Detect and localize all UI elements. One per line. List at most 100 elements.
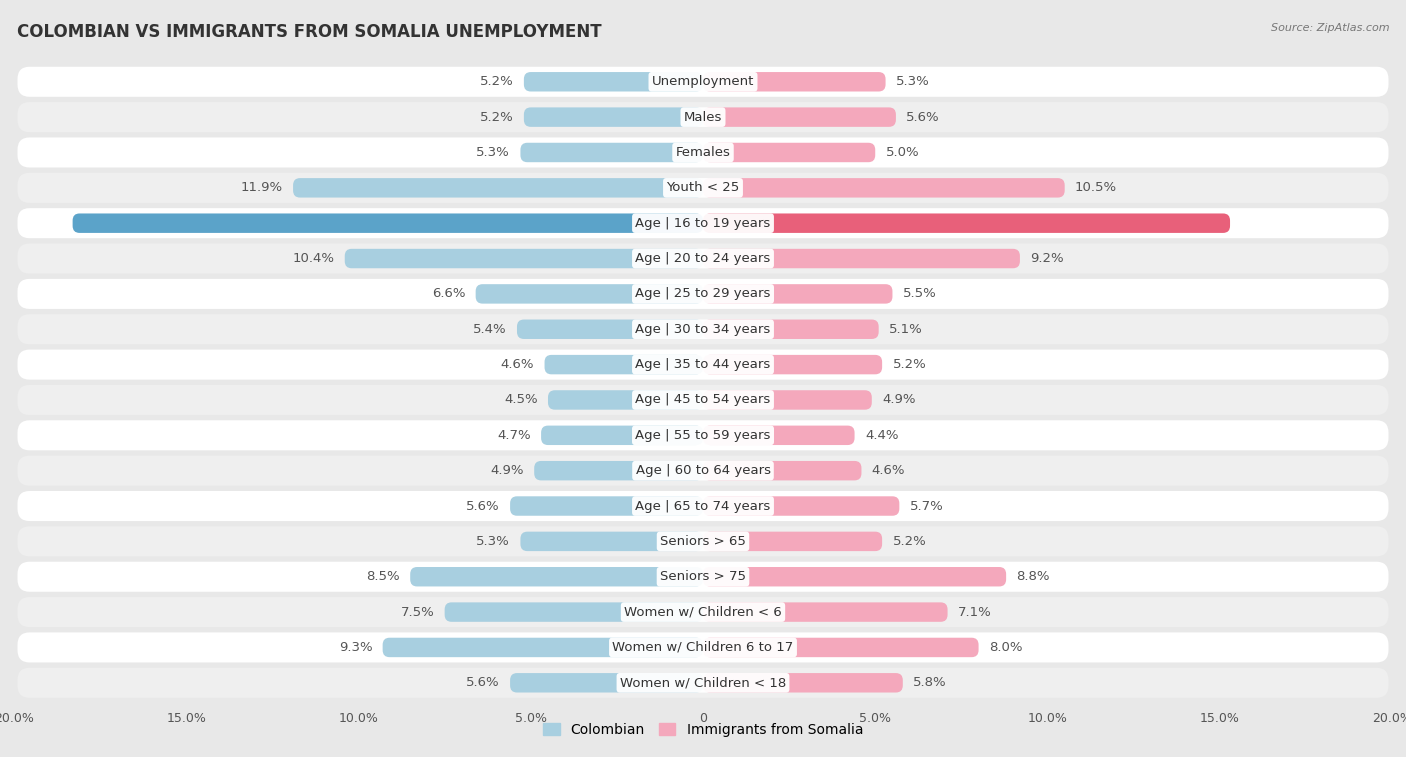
FancyBboxPatch shape [703,213,1230,233]
FancyBboxPatch shape [411,567,703,587]
Text: 4.7%: 4.7% [498,428,531,442]
FancyBboxPatch shape [544,355,703,374]
Text: Women w/ Children < 18: Women w/ Children < 18 [620,676,786,690]
FancyBboxPatch shape [703,143,875,162]
Text: Youth < 25: Youth < 25 [666,182,740,195]
Text: 5.6%: 5.6% [907,111,939,123]
Text: Seniors > 65: Seniors > 65 [659,535,747,548]
FancyBboxPatch shape [703,531,882,551]
FancyBboxPatch shape [703,355,882,374]
Text: 5.3%: 5.3% [477,535,510,548]
Text: 5.1%: 5.1% [889,322,922,336]
FancyBboxPatch shape [17,632,1389,662]
Text: 9.3%: 9.3% [339,641,373,654]
FancyBboxPatch shape [292,178,703,198]
FancyBboxPatch shape [382,637,703,657]
FancyBboxPatch shape [703,249,1019,268]
Text: 5.5%: 5.5% [903,288,936,301]
FancyBboxPatch shape [703,391,872,410]
FancyBboxPatch shape [703,673,903,693]
Text: Age | 35 to 44 years: Age | 35 to 44 years [636,358,770,371]
Text: 5.3%: 5.3% [896,75,929,89]
FancyBboxPatch shape [703,107,896,127]
FancyBboxPatch shape [703,425,855,445]
FancyBboxPatch shape [17,173,1389,203]
Text: 8.0%: 8.0% [988,641,1022,654]
FancyBboxPatch shape [344,249,703,268]
Text: 5.2%: 5.2% [479,75,513,89]
FancyBboxPatch shape [444,603,703,621]
Text: Age | 45 to 54 years: Age | 45 to 54 years [636,394,770,407]
FancyBboxPatch shape [17,597,1389,627]
FancyBboxPatch shape [703,461,862,481]
Text: Age | 25 to 29 years: Age | 25 to 29 years [636,288,770,301]
Text: 5.3%: 5.3% [477,146,510,159]
Text: 5.6%: 5.6% [467,500,499,512]
FancyBboxPatch shape [534,461,703,481]
Text: 4.6%: 4.6% [872,464,905,477]
Text: Seniors > 75: Seniors > 75 [659,570,747,583]
Text: 7.5%: 7.5% [401,606,434,618]
FancyBboxPatch shape [17,208,1389,238]
Text: 15.3%: 15.3% [1240,217,1282,229]
Text: 11.9%: 11.9% [240,182,283,195]
FancyBboxPatch shape [17,562,1389,592]
Text: 10.4%: 10.4% [292,252,335,265]
Text: Women w/ Children < 6: Women w/ Children < 6 [624,606,782,618]
Text: Age | 16 to 19 years: Age | 16 to 19 years [636,217,770,229]
FancyBboxPatch shape [17,668,1389,698]
FancyBboxPatch shape [703,284,893,304]
Legend: Colombian, Immigrants from Somalia: Colombian, Immigrants from Somalia [537,717,869,742]
FancyBboxPatch shape [703,497,900,516]
Text: Age | 20 to 24 years: Age | 20 to 24 years [636,252,770,265]
Text: Age | 30 to 34 years: Age | 30 to 34 years [636,322,770,336]
FancyBboxPatch shape [520,143,703,162]
Text: 5.4%: 5.4% [472,322,506,336]
Text: 4.5%: 4.5% [503,394,537,407]
Text: COLOMBIAN VS IMMIGRANTS FROM SOMALIA UNEMPLOYMENT: COLOMBIAN VS IMMIGRANTS FROM SOMALIA UNE… [17,23,602,41]
FancyBboxPatch shape [475,284,703,304]
Text: 5.2%: 5.2% [893,358,927,371]
FancyBboxPatch shape [17,279,1389,309]
Text: 9.2%: 9.2% [1031,252,1064,265]
Text: 6.6%: 6.6% [432,288,465,301]
FancyBboxPatch shape [703,637,979,657]
Text: Women w/ Children 6 to 17: Women w/ Children 6 to 17 [613,641,793,654]
FancyBboxPatch shape [17,244,1389,273]
Text: 7.1%: 7.1% [957,606,991,618]
FancyBboxPatch shape [517,319,703,339]
FancyBboxPatch shape [548,391,703,410]
Text: 5.6%: 5.6% [467,676,499,690]
FancyBboxPatch shape [73,213,703,233]
FancyBboxPatch shape [17,385,1389,415]
FancyBboxPatch shape [510,497,703,516]
Text: 5.2%: 5.2% [479,111,513,123]
Text: 4.6%: 4.6% [501,358,534,371]
FancyBboxPatch shape [703,319,879,339]
FancyBboxPatch shape [17,67,1389,97]
FancyBboxPatch shape [17,456,1389,486]
FancyBboxPatch shape [17,314,1389,344]
Text: Source: ZipAtlas.com: Source: ZipAtlas.com [1271,23,1389,33]
Text: 4.9%: 4.9% [491,464,524,477]
Text: 8.5%: 8.5% [366,570,399,583]
Text: Unemployment: Unemployment [652,75,754,89]
FancyBboxPatch shape [17,350,1389,379]
FancyBboxPatch shape [541,425,703,445]
FancyBboxPatch shape [524,107,703,127]
Text: Age | 65 to 74 years: Age | 65 to 74 years [636,500,770,512]
Text: Age | 60 to 64 years: Age | 60 to 64 years [636,464,770,477]
FancyBboxPatch shape [703,603,948,621]
FancyBboxPatch shape [520,531,703,551]
Text: 4.9%: 4.9% [882,394,915,407]
Text: 18.3%: 18.3% [20,217,62,229]
Text: 4.4%: 4.4% [865,428,898,442]
Text: 5.2%: 5.2% [893,535,927,548]
Text: Males: Males [683,111,723,123]
Text: Females: Females [675,146,731,159]
Text: 5.0%: 5.0% [886,146,920,159]
Text: Age | 55 to 59 years: Age | 55 to 59 years [636,428,770,442]
FancyBboxPatch shape [703,72,886,92]
FancyBboxPatch shape [17,526,1389,556]
FancyBboxPatch shape [524,72,703,92]
